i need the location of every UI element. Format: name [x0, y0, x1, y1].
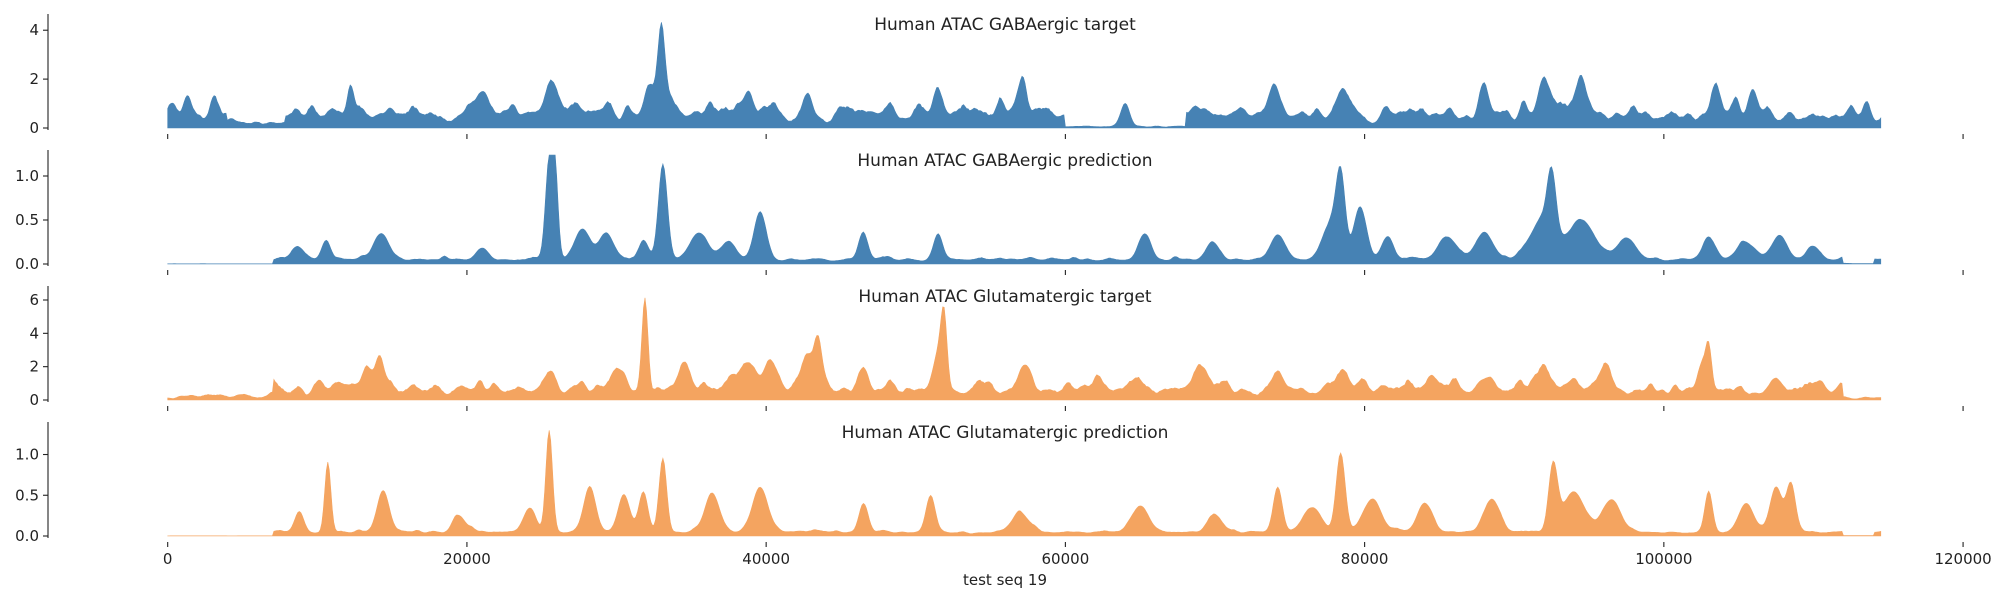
y-tick-label: 0.0 [15, 527, 39, 545]
x-tick-label: 100000 [1635, 550, 1692, 568]
panel-title: Human ATAC GABAergic prediction [857, 151, 1152, 171]
y-tick-label: 2 [29, 358, 39, 376]
panel-3: 0 2 4 6 Human ATAC Glutamatergic target [29, 286, 1964, 411]
y-tick-label: 0.5 [15, 211, 39, 229]
y-tick-label: 0 [29, 391, 39, 409]
y-tick-label: 1.0 [15, 446, 39, 464]
panel-1: 0 2 4 Human ATAC GABAergic target [29, 14, 1964, 139]
x-tick-label: 120000 [1934, 550, 1991, 568]
x-axis-label: test seq 19 [963, 571, 1047, 589]
x-tick-label: 20000 [443, 550, 491, 568]
panel-title: Human ATAC Glutamatergic target [858, 287, 1152, 307]
panel-2: 0.0 0.5 1.0 Human ATAC GABAergic prediction [15, 150, 1964, 275]
y-tick-label: 6 [29, 291, 39, 309]
series-area-3 [167, 297, 1882, 401]
series-area-4 [167, 430, 1882, 537]
y-tick-label: 0 [29, 119, 39, 137]
x-tick-label: 40000 [742, 550, 790, 568]
y-tick-label: 0.5 [15, 486, 39, 504]
series-area-1 [167, 22, 1882, 129]
panel-4: 0.0 0.5 1.0 Human ATAC Glutamatergic predic… [15, 422, 1964, 547]
y-tick-label: 4 [29, 324, 39, 342]
y-tick-label: 4 [29, 21, 39, 39]
panel-title: Human ATAC Glutamatergic prediction [842, 423, 1169, 443]
y-tick-label: 2 [29, 70, 39, 88]
panel-title: Human ATAC GABAergic target [874, 15, 1136, 35]
series-area-2 [167, 154, 1882, 265]
x-tick-label: 60000 [1042, 550, 1090, 568]
x-tick-label: 80000 [1341, 550, 1389, 568]
x-tick-label: 0 [163, 550, 173, 568]
y-tick-label: 0.0 [15, 255, 39, 273]
y-tick-label: 1.0 [15, 167, 39, 185]
